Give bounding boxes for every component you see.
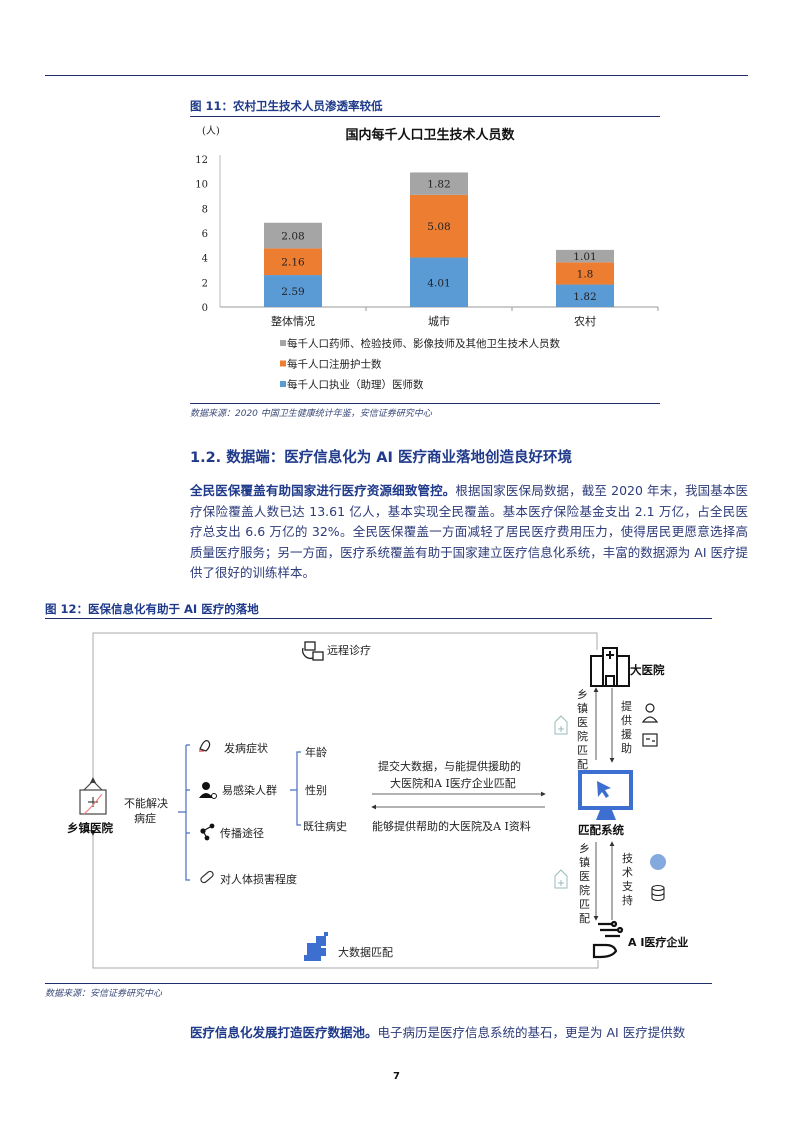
x-tick-label: 城市	[428, 314, 450, 328]
symptom-icon	[199, 740, 211, 752]
ai-company-label: A I医疗企业	[628, 936, 689, 949]
figure-11-rule	[190, 116, 660, 117]
y-tick-label: 0	[202, 303, 208, 314]
township-match-label-top: 乡镇医院匹配	[577, 688, 588, 771]
data-label: 4.01	[427, 277, 450, 289]
chart-title: 国内每千人口卫生技术人员数	[345, 127, 515, 143]
data-label: 2.59	[281, 286, 304, 298]
brain-icon	[650, 854, 666, 870]
legend-label: 每千人口执业（助理）医师数	[287, 378, 424, 391]
bar-segment	[410, 257, 468, 307]
frame-top-line	[90, 632, 598, 783]
transmission-icon	[200, 823, 215, 841]
medical-kit-icon	[642, 733, 658, 747]
tech-support-label: 技术支持	[622, 852, 633, 907]
small-hospital-icon	[554, 715, 568, 735]
paragraph-2-lead: 医疗信息化发展打造医疗数据池。	[190, 1025, 378, 1040]
y-tick-label: 4	[202, 254, 208, 265]
big-data-icon	[304, 932, 328, 961]
factor-symptoms: 发病症状	[224, 742, 268, 755]
factor-harm: 对人体损害程度	[220, 873, 297, 886]
legend-swatch	[280, 381, 286, 387]
provide-aid-label: 提供援助	[621, 700, 632, 755]
data-label: 5.08	[427, 221, 450, 233]
paragraph-1-body: 根据国家医保局数据，截至 2020 年末，我国基本医疗保险覆盖人数已达 13.6…	[190, 483, 748, 580]
bar-segment	[264, 248, 322, 276]
data-label: 1.82	[427, 179, 450, 191]
subfactor-history: 既往病史	[303, 820, 347, 833]
bar-segment	[264, 222, 322, 249]
paragraph-2: 医疗信息化发展打造医疗数据池。电子病历是医疗信息系统的基石，更是为 AI 医疗提…	[190, 1023, 748, 1044]
subfactor-bracket	[290, 751, 301, 826]
bar-segment	[410, 194, 468, 258]
stacked-bar-chart: (人) 国内每千人口卫生技术人员数 0 2 4 6 8 10 12 2.59 2.16 2.08 整…	[195, 125, 659, 391]
township-hospital-icon	[79, 780, 107, 815]
y-tick-label: 8	[202, 204, 208, 215]
remote-diagnosis-icon	[302, 641, 324, 661]
cannot-solve-label-1: 不能解决	[124, 797, 168, 810]
paragraph-2-body: 电子病历是医疗信息系统的基石，更是为 AI 医疗提供数	[377, 1025, 686, 1040]
y-axis-unit: (人)	[202, 125, 220, 137]
legend-swatch	[280, 360, 286, 367]
factor-bracket	[178, 744, 190, 881]
small-hospital-icon	[554, 869, 568, 889]
section-heading: 1.2. 数据端：医疗信息化为 AI 医疗商业落地创造良好环境	[190, 450, 572, 466]
bandage-icon	[200, 870, 214, 884]
bar-segment	[556, 284, 614, 307]
remote-diagnosis-label: 远程诊疗	[327, 644, 371, 657]
y-tick-label: 6	[202, 229, 208, 240]
frame-bottom-line	[90, 830, 599, 969]
township-match-label-bottom: 乡镇医院匹配	[579, 842, 590, 925]
big-hospital-icon	[590, 647, 630, 687]
y-tick-label: 2	[202, 278, 208, 289]
bar-segment	[556, 249, 614, 263]
big-data-match-label: 大数据匹配	[338, 946, 393, 959]
subfactor-age: 年龄	[305, 746, 327, 759]
bar-segment	[410, 172, 468, 195]
data-label: 2.16	[281, 257, 305, 269]
legend-swatch	[280, 340, 286, 346]
monitor-icon	[578, 770, 633, 820]
figure-12-rule	[45, 618, 712, 619]
data-label: 1.01	[573, 251, 596, 263]
figure-12-title: 图 12：医保信息化有助于 AI 医疗的落地	[45, 602, 259, 616]
header-rule	[45, 75, 748, 76]
susceptible-group-icon	[199, 782, 217, 799]
ai-company-icon	[592, 920, 624, 959]
legend-label: 每千人口注册护士数	[287, 358, 382, 371]
figure-12-source: 数据来源：安信证券研究中心	[45, 989, 163, 999]
x-tick-label: 整体情况	[271, 314, 315, 328]
data-label: 1.82	[573, 291, 596, 303]
database-icon	[651, 884, 665, 902]
data-label: 1.8	[577, 268, 594, 280]
subfactor-gender: 性别	[305, 784, 327, 797]
big-hospital-label: 大医院	[630, 663, 665, 677]
page-number: 7	[393, 1071, 400, 1082]
match-system-label: 匹配系统	[578, 823, 624, 837]
data-label: 2.08	[281, 231, 304, 243]
submit-text-2: 大医院和A I医疗企业匹配	[390, 777, 516, 790]
y-tick-label: 12	[195, 155, 208, 166]
figure-11-source-rule	[190, 403, 660, 404]
submit-text-1: 提交大数据，与能提供援助的	[378, 760, 521, 773]
factor-transmission: 传播途径	[220, 827, 264, 840]
paragraph-1: 全民医保覆盖有助国家进行医疗资源细致管控。根据国家医保局数据，截至 2020 年…	[190, 481, 748, 584]
figure-11-source: 数据来源：2020 中国卫生健康统计年鉴，安信证券研究中心	[190, 409, 432, 419]
bar-segment	[556, 262, 614, 285]
figure-12-source-rule	[45, 983, 712, 984]
cannot-solve-label-2: 病症	[134, 812, 156, 825]
paragraph-1-lead: 全民医保覆盖有助国家进行医疗资源细致管控。	[190, 483, 456, 498]
return-text: 能够提供帮助的大医院及A I资料	[372, 820, 531, 833]
figure-11-title: 图 11：农村卫生技术人员渗透率较低	[190, 99, 383, 113]
factor-susceptible: 易感染人群	[222, 784, 277, 797]
x-tick-label: 农村	[574, 314, 596, 328]
y-tick-label: 10	[195, 180, 208, 191]
township-hospital-label: 乡镇医院	[67, 821, 113, 835]
legend-label: 每千人口药师、检验技师、影像技师及其他卫生技术人员数	[287, 337, 560, 350]
doctor-icon	[641, 703, 659, 723]
bar-segment	[264, 275, 322, 307]
